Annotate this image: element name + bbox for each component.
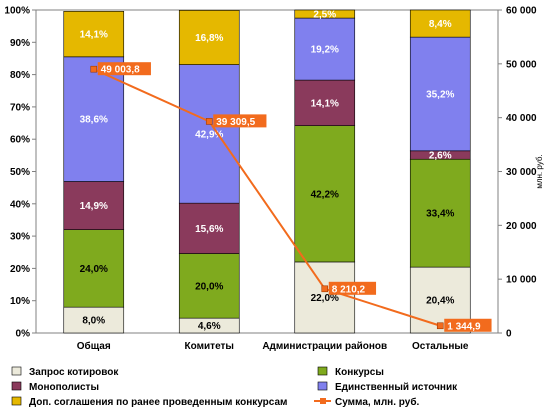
y-left-tick-label: 70% <box>10 102 30 113</box>
bar-segment-label: 14,9% <box>80 201 108 212</box>
y-right-tick-label: 60 000 <box>506 6 537 17</box>
category-label: Администрации районов <box>262 341 387 352</box>
legend-label: Сумма, млн. руб. <box>335 396 419 408</box>
bar-segment-label: 4,6% <box>198 321 221 332</box>
bar-segment <box>63 10 125 58</box>
sum-label-box <box>97 62 151 76</box>
bar-segment-label: 2,6% <box>429 151 452 162</box>
bar-segment-label: 38,6% <box>80 115 108 126</box>
bar-segment <box>294 261 356 334</box>
bar-segment-label: 8,0% <box>82 316 105 327</box>
bar-segment <box>178 253 240 319</box>
bar-segment-label: 2,5% <box>313 10 336 21</box>
y-left-tick-label: 30% <box>10 232 30 243</box>
bar-segment-label: 16,8% <box>195 33 223 44</box>
sum-marker <box>436 322 444 330</box>
bar-segment <box>178 202 240 254</box>
y-left-tick-label: 100% <box>4 6 30 17</box>
bar-segment <box>409 36 471 152</box>
y-left-tick-label: 20% <box>10 264 30 275</box>
y-left-tick-label: 80% <box>10 70 30 81</box>
bar-segment-label: 19,2% <box>311 45 339 56</box>
sum-label: 39 309,5 <box>216 117 255 128</box>
sum-marker <box>90 65 98 73</box>
legend-swatch <box>11 381 22 391</box>
category-label: Общая <box>77 340 111 352</box>
bar-segment <box>294 17 356 81</box>
bar-segment <box>409 9 471 38</box>
y-left-tick-label: 40% <box>10 199 30 210</box>
sum-marker <box>321 285 329 293</box>
bar-segment <box>409 158 471 268</box>
y-right-tick-label: 40 000 <box>506 113 537 124</box>
y-left-tick-label: 10% <box>10 296 30 307</box>
sum-label: 8 210,2 <box>332 284 366 295</box>
bar-segment-label: 22,0% <box>311 293 339 304</box>
bar-segment-label: 15,6% <box>195 224 223 235</box>
y-left-tick-label: 50% <box>10 167 30 178</box>
legend-label: Запрос котировок <box>29 367 119 378</box>
category-label: Остальные <box>412 341 469 352</box>
category-label: Комитеты <box>185 341 234 352</box>
bar-segment-label: 20,4% <box>426 296 454 307</box>
y-right-tick-label: 30 000 <box>506 167 537 178</box>
sum-line <box>93 68 441 327</box>
bar-segment <box>294 9 356 19</box>
y-right-axis-label: млн. руб. <box>535 154 544 188</box>
bar-segment-label: 20,0% <box>195 281 223 292</box>
bar-segment <box>63 229 125 308</box>
bar-segment-label: 14,1% <box>311 98 339 109</box>
sum-label: 1 344,9 <box>447 321 481 332</box>
legend-label: Единственный источник <box>335 382 458 393</box>
bar-segment-label: 24,0% <box>80 264 108 275</box>
sum-label: 49 003,8 <box>101 65 140 76</box>
legend-label: Доп. соглашения по ранее проведенным кон… <box>29 397 287 408</box>
y-left-tick-label: 90% <box>10 38 30 49</box>
legend-swatch <box>11 366 22 376</box>
bar-segment <box>178 64 240 204</box>
y-right-tick-label: 10 000 <box>506 275 537 286</box>
legend-swatch <box>11 396 22 406</box>
y-right-tick-label: 50 000 <box>506 59 537 70</box>
y-right-tick-label: 20 000 <box>506 221 537 232</box>
legend-line-marker <box>320 398 326 404</box>
y-left-tick-label: 0% <box>16 329 31 340</box>
legend-label: Монополисты <box>29 382 99 393</box>
sum-marker <box>205 118 213 125</box>
legend-swatch <box>317 381 328 391</box>
bar-segment <box>63 306 125 334</box>
y-left-tick-label: 60% <box>10 135 30 146</box>
legend-label: Конкурсы <box>335 367 384 378</box>
legend-swatch <box>317 366 328 376</box>
sum-label-box <box>213 114 267 128</box>
bar-segment-label: 8,4% <box>429 19 452 30</box>
sum-label-box <box>444 318 492 332</box>
bar-segment-label: 14,1% <box>80 30 108 41</box>
sum-label-box <box>328 281 377 295</box>
bar-segment <box>63 181 125 230</box>
y-right-tick-label: 0 <box>506 329 512 340</box>
bar-segment-label: 35,2% <box>426 89 454 100</box>
bar-segment <box>178 10 240 65</box>
bar-segment-label: 42,2% <box>311 189 339 200</box>
bar-segment-label: 42,9% <box>195 129 223 140</box>
bar-segment-label: 33,4% <box>426 209 454 220</box>
